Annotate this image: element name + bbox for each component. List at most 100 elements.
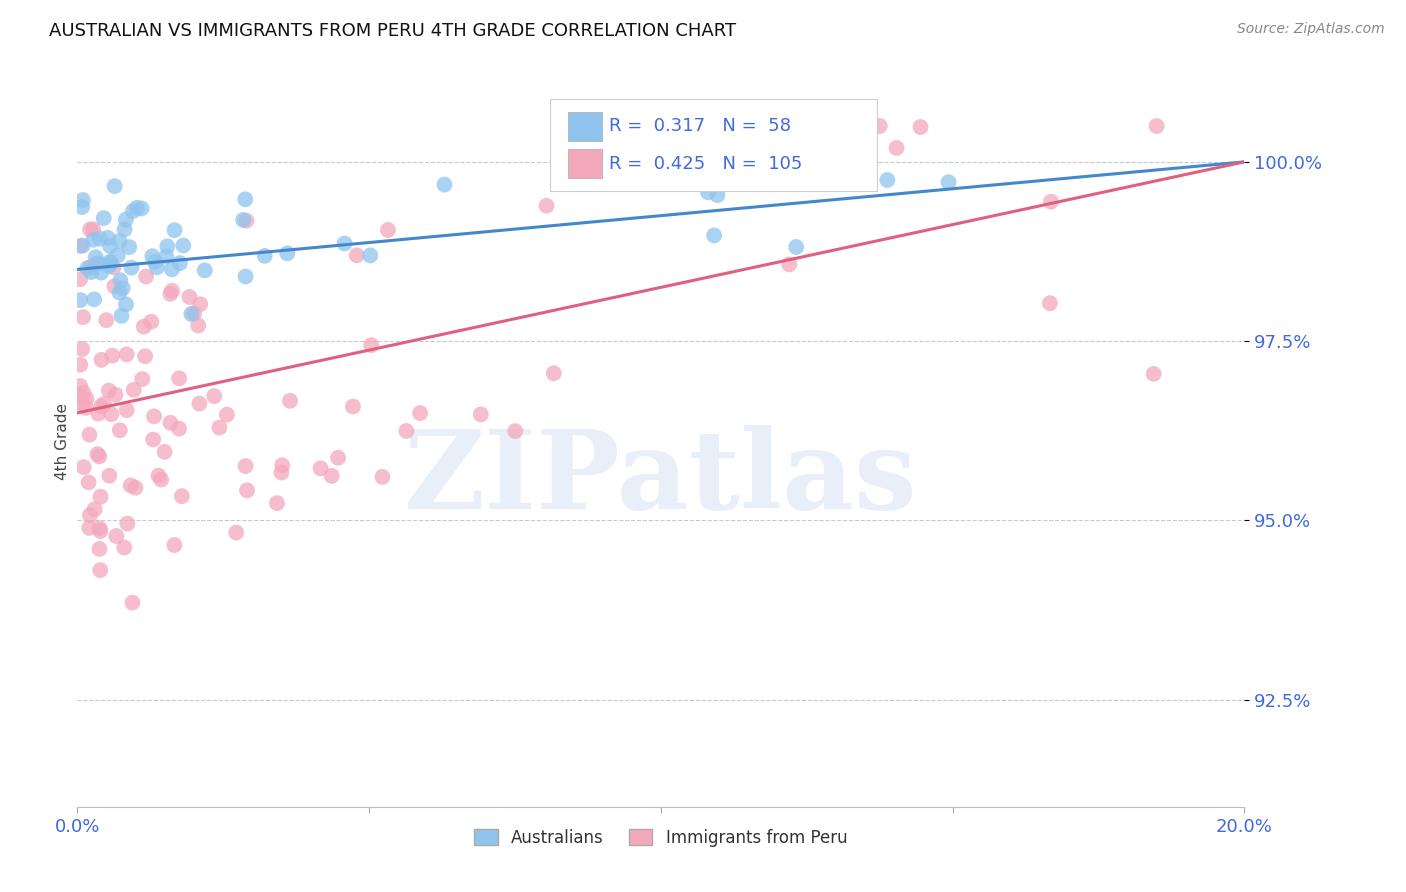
Point [235,269,257,284]
Point [89,521,111,535]
Point [1146,119,1168,133]
Text: ZIPatlas: ZIPatlas [404,425,918,532]
Point [233,192,256,206]
Point [202,389,225,403]
Point [69,379,91,393]
Point [115,347,138,361]
Point [93,397,115,411]
Point [87,407,110,421]
Point [86,447,108,461]
Point [163,538,186,552]
Point [208,420,231,434]
Text: R =  0.425   N =  105: R = 0.425 N = 105 [609,154,803,172]
Point [235,213,257,227]
Point [938,175,960,189]
Point [72,342,94,356]
Point [89,563,111,577]
Point [77,475,100,490]
Point [309,461,332,475]
Point [115,297,138,311]
Point [96,313,118,327]
Point [97,231,120,245]
Point [1143,367,1166,381]
Point [70,200,93,214]
Point [778,257,800,271]
Point [69,293,91,307]
Point [160,284,183,298]
Point [342,400,364,414]
Point [159,416,181,430]
Point [93,211,115,226]
Point [135,269,157,284]
Point [84,257,107,271]
Point [270,466,292,480]
Point [253,249,276,263]
Point [89,232,111,246]
Point [120,478,142,492]
Point [359,248,381,262]
Point [122,204,145,219]
Point [90,352,112,367]
Point [82,233,104,247]
Point [83,293,105,307]
Point [132,319,155,334]
Point [134,349,156,363]
Point [697,186,720,200]
Point [115,212,138,227]
Point [75,401,97,415]
Point [98,239,121,253]
Point [90,399,112,413]
Point [69,239,91,253]
Point [72,193,94,207]
Point [80,260,103,274]
Point [215,408,238,422]
Point [155,249,177,263]
Point [232,213,254,227]
Point [69,390,91,404]
Point [886,141,908,155]
Point [107,248,129,262]
Point [89,490,111,504]
Point [180,307,202,321]
Point [103,260,125,275]
Point [80,265,103,279]
Point [470,408,492,422]
Point [346,248,368,262]
Text: R =  0.317   N =  58: R = 0.317 N = 58 [609,118,790,136]
Legend: Australians, Immigrants from Peru: Australians, Immigrants from Peru [468,822,853,854]
Point [160,262,183,277]
Point [100,407,122,421]
Point [371,470,394,484]
Point [148,468,170,483]
Point [409,406,432,420]
Point [869,119,891,133]
Point [150,473,173,487]
Point [118,240,141,254]
Point [153,445,176,459]
Point [82,222,104,236]
Point [76,261,98,276]
Point [360,338,382,352]
Point [321,468,343,483]
Point [433,178,456,192]
Point [76,392,98,406]
Point [79,508,101,523]
Point [108,234,131,248]
Point [115,403,138,417]
Point [143,255,166,269]
Point [72,310,94,325]
Point [143,409,166,424]
Point [72,398,94,412]
Point [110,273,132,287]
Point [100,255,122,269]
Point [278,393,301,408]
Point [159,286,181,301]
Point [276,246,298,260]
Point [89,256,111,270]
Point [188,397,211,411]
Point [876,173,898,187]
Point [97,384,120,398]
Point [121,260,143,275]
Point [910,120,932,134]
Point [79,521,101,535]
